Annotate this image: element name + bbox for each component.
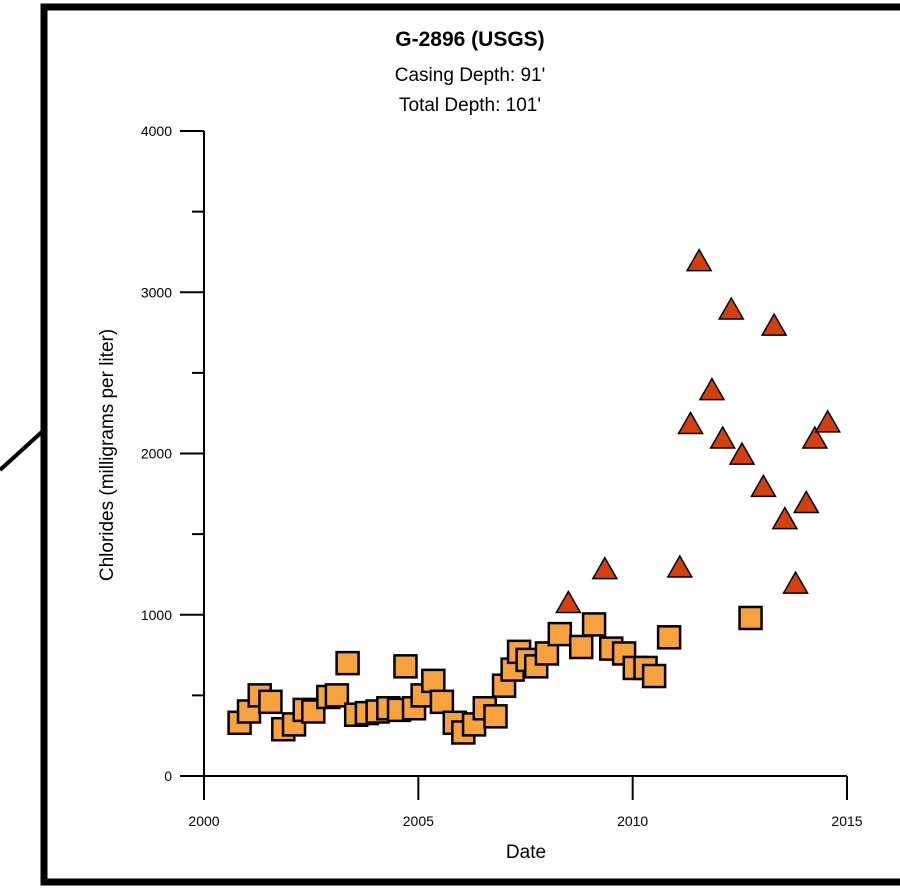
square-data-point (393, 654, 418, 679)
triangle-data-point (760, 312, 788, 336)
axes-group: 0 1000 2000 3000 4000 2000 2005 2010 2015 (141, 123, 863, 829)
square-data-point (568, 634, 594, 660)
triangle-data-point (782, 570, 809, 594)
y-tick-label: 4000 (141, 123, 172, 139)
triangle-data-point (771, 506, 799, 530)
square-data-point (429, 689, 455, 715)
y-tick-label: 2000 (141, 446, 172, 462)
square-data-point (738, 605, 763, 631)
triangle-data-point (792, 489, 820, 514)
square-data-point (258, 689, 283, 715)
x-axis-label: Date (506, 842, 546, 863)
triangle-data-point (591, 556, 619, 580)
data-marks-group (227, 248, 842, 745)
x-tick-label: 2005 (403, 813, 434, 829)
square-data-point (656, 625, 682, 650)
triangle-data-point (750, 473, 777, 498)
chart-subtitle-casing-depth: Casing Depth: 91' (395, 65, 545, 86)
triangle-data-point (677, 410, 704, 435)
chart-frame (40, 3, 900, 886)
y-tick-label: 0 (164, 768, 172, 784)
callout-line (0, 428, 46, 472)
square-data-point (324, 683, 350, 708)
square-data-point (534, 641, 560, 666)
triangle-data-point (666, 554, 694, 578)
x-tick-label: 2000 (188, 813, 219, 829)
y-axis-label: Chlorides (milligrams per liter) (97, 329, 118, 581)
triangle-data-point (555, 589, 582, 614)
triangle-data-point (709, 425, 736, 449)
x-tick-label: 2015 (831, 813, 862, 829)
square-data-point (581, 612, 607, 637)
square-data-point (641, 663, 667, 689)
triangle-data-point (685, 248, 713, 272)
square-data-point (483, 704, 508, 729)
square-data-point (547, 621, 573, 647)
chart-title: G-2896 (USGS) (395, 28, 544, 51)
triangle-data-point (814, 409, 842, 433)
x-tick-label: 2010 (617, 813, 648, 829)
y-tick-label: 1000 (141, 607, 172, 623)
square-data-point (335, 650, 360, 676)
triangle-data-point (728, 441, 756, 465)
triangle-data-point (801, 425, 829, 449)
chart-subtitle-total-depth: Total Depth: 101' (399, 95, 541, 116)
triangle-data-point (717, 296, 745, 320)
square-data-point (421, 668, 446, 694)
triangle-data-point (698, 377, 726, 401)
y-tick-label: 3000 (141, 284, 172, 300)
